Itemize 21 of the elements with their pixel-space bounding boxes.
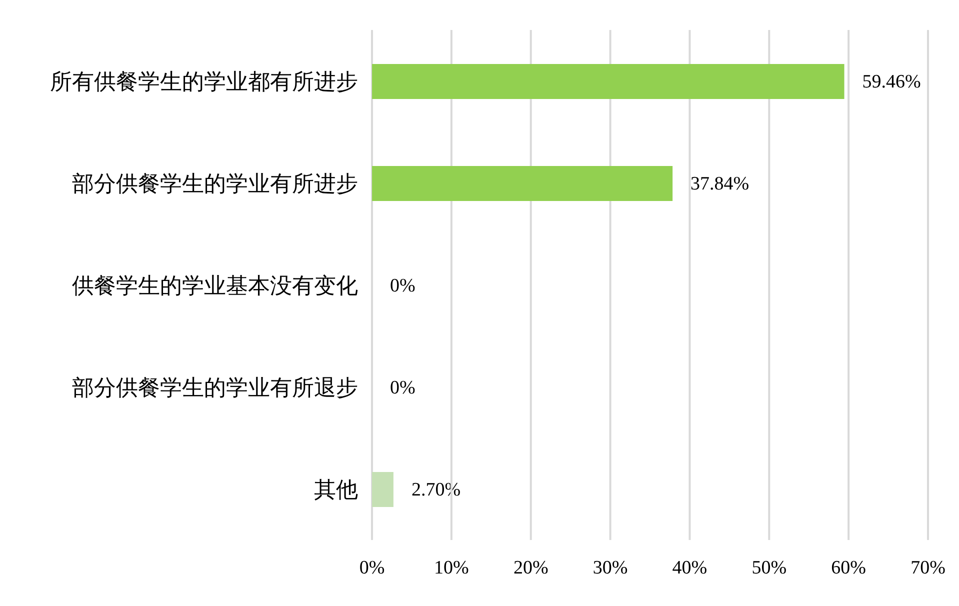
- data-label: 2.70%: [411, 480, 461, 501]
- y-tick-label: 其他: [314, 476, 358, 502]
- y-tick-label: 部分供餐学生的学业有所退步: [72, 374, 358, 400]
- x-tick-label: 70%: [910, 557, 946, 578]
- x-tick-label: 30%: [592, 557, 628, 578]
- bar: [372, 166, 673, 201]
- x-tick-label: 60%: [831, 557, 866, 578]
- data-label: 0%: [390, 378, 416, 399]
- y-tick-label: 所有供餐学生的学业都有所进步: [50, 68, 358, 94]
- x-tick-label: 0%: [359, 557, 385, 578]
- x-tick-label: 50%: [752, 557, 787, 578]
- x-tick-label: 20%: [513, 557, 548, 578]
- data-label: 59.46%: [862, 72, 922, 93]
- bar: [372, 64, 844, 99]
- y-tick-label: 部分供餐学生的学业有所进步: [72, 170, 358, 196]
- x-tick-label: 10%: [434, 557, 470, 578]
- bar: [372, 472, 394, 507]
- data-label: 0%: [390, 276, 416, 297]
- y-tick-label: 供餐学生的学业基本没有变化: [72, 272, 358, 298]
- data-label: 37.84%: [690, 174, 750, 195]
- x-tick-label: 40%: [672, 557, 708, 578]
